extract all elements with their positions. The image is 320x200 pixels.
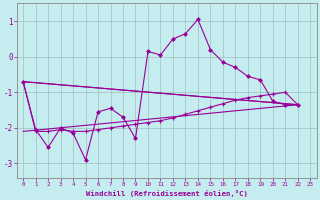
X-axis label: Windchill (Refroidissement éolien,°C): Windchill (Refroidissement éolien,°C) — [86, 190, 248, 197]
